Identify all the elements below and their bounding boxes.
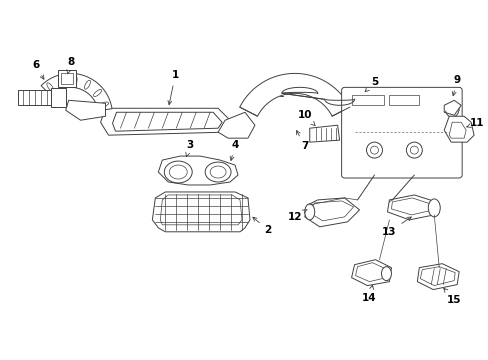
Ellipse shape [381,267,390,280]
Text: 14: 14 [362,285,376,302]
Circle shape [406,142,422,158]
Polygon shape [309,125,339,142]
Polygon shape [416,264,458,289]
Text: 4: 4 [230,140,238,161]
Polygon shape [304,198,359,227]
Polygon shape [18,90,51,105]
Text: 10: 10 [297,110,314,126]
Text: 15: 15 [443,288,461,305]
Text: 7: 7 [296,130,308,151]
Polygon shape [239,73,349,116]
Polygon shape [51,88,65,107]
Text: 8: 8 [67,58,74,74]
Polygon shape [58,71,76,87]
Ellipse shape [304,204,314,220]
Text: 5: 5 [365,77,377,92]
Circle shape [366,142,382,158]
Polygon shape [218,112,254,138]
Text: 3: 3 [185,140,193,157]
Text: 9: 9 [451,75,460,96]
Polygon shape [386,195,435,220]
Text: 11: 11 [466,118,483,128]
Ellipse shape [427,199,439,217]
Text: 12: 12 [287,210,306,222]
Text: 6: 6 [32,60,44,79]
Text: 1: 1 [167,71,179,105]
Circle shape [360,97,364,101]
Text: 13: 13 [382,217,410,237]
Polygon shape [112,112,222,131]
Polygon shape [101,108,229,135]
Polygon shape [443,116,473,142]
Polygon shape [152,192,249,232]
Polygon shape [443,100,460,115]
Text: 2: 2 [252,217,271,235]
Polygon shape [351,95,384,105]
Polygon shape [388,95,419,105]
Polygon shape [158,156,238,185]
Polygon shape [41,73,112,111]
FancyBboxPatch shape [341,87,461,178]
Polygon shape [65,100,105,120]
Polygon shape [351,260,390,285]
